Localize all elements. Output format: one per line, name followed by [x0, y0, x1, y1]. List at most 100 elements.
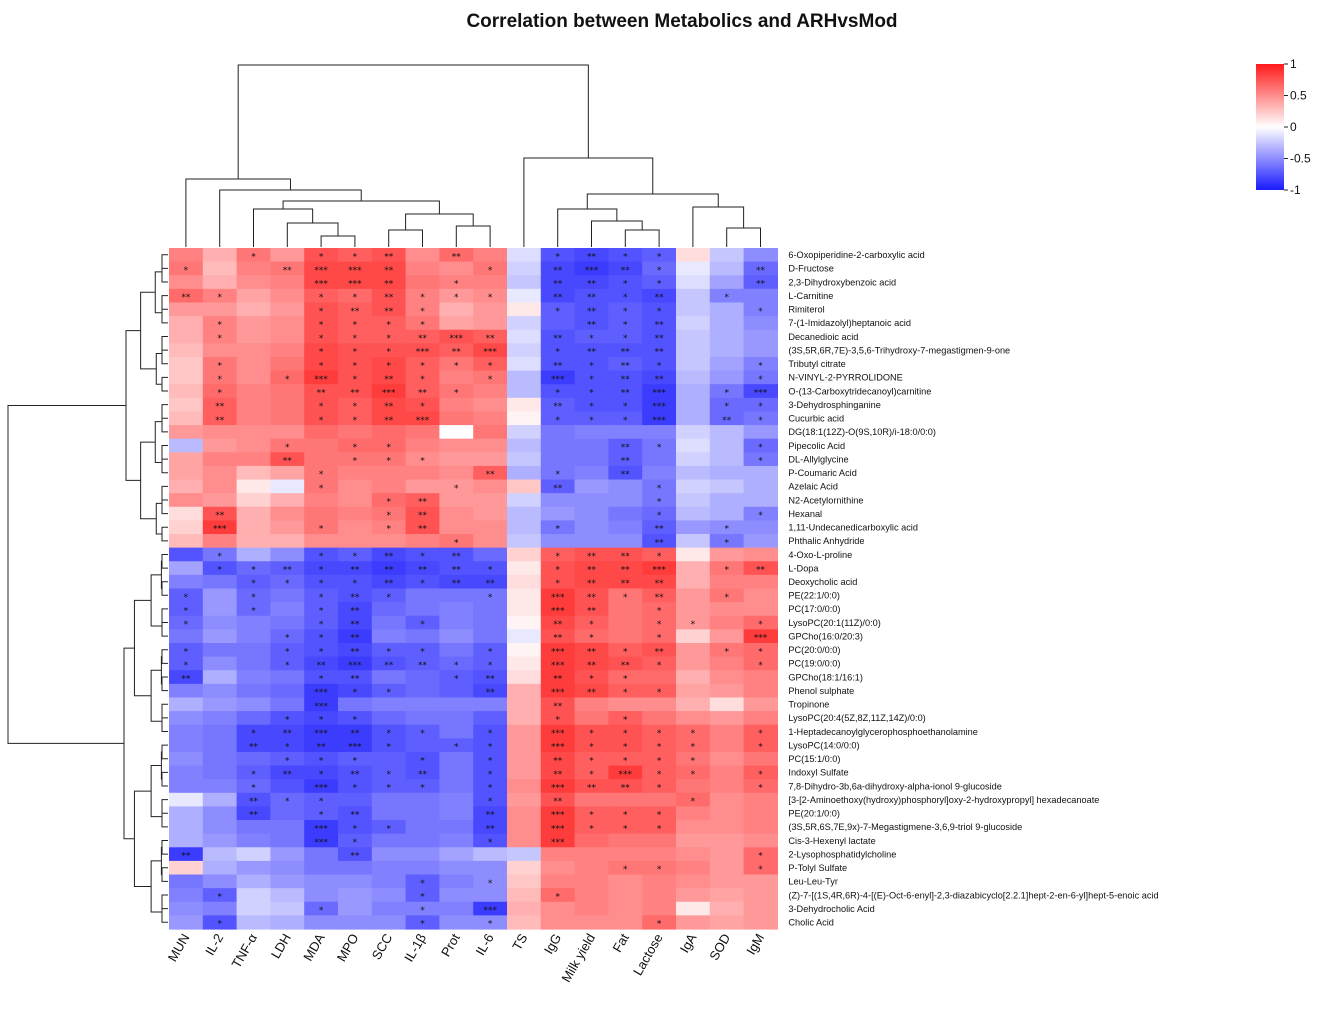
significance-marker: *	[386, 688, 391, 698]
heatmap-cell	[338, 561, 373, 576]
heatmap-cell	[371, 356, 407, 372]
significance-marker: **	[621, 579, 631, 589]
heatmap-cell	[202, 724, 238, 739]
heatmap-cell	[642, 465, 677, 481]
heatmap-cell	[338, 547, 373, 562]
significance-marker: *	[657, 443, 662, 453]
heatmap-cell	[709, 629, 745, 644]
significance-marker: *	[353, 293, 358, 303]
dendrogram-link	[161, 839, 168, 855]
heatmap-cell	[540, 329, 576, 344]
heatmap-cell	[676, 425, 711, 440]
significance-marker: *	[589, 729, 594, 739]
heatmap-cell	[540, 765, 576, 780]
heatmap-cell	[743, 356, 778, 372]
significance-marker: **	[553, 702, 563, 712]
heatmap-cell	[202, 397, 238, 413]
heatmap-cell	[439, 792, 474, 808]
significance-marker: *	[758, 661, 763, 671]
heatmap-cell	[405, 438, 440, 453]
heatmap-cell	[709, 479, 745, 494]
heatmap-cell	[236, 534, 271, 549]
heatmap-cell	[202, 425, 238, 440]
heatmap-cell	[439, 479, 474, 494]
significance-marker: *	[589, 743, 594, 753]
significance-marker: *	[353, 443, 358, 453]
heatmap-cell	[540, 520, 576, 535]
significance-marker: **	[486, 470, 496, 480]
significance-marker: *	[589, 756, 594, 766]
significance-marker: ***	[348, 266, 362, 276]
heatmap-cell	[405, 724, 440, 739]
heatmap-cell	[709, 397, 745, 413]
heatmap-cell	[439, 465, 474, 481]
heatmap-cell	[608, 465, 643, 481]
significance-marker: ***	[652, 416, 666, 426]
heatmap-cell	[507, 642, 542, 658]
heatmap-cell	[743, 547, 778, 562]
significance-marker: ***	[314, 280, 328, 290]
significance-marker: **	[452, 579, 462, 589]
heatmap-cell	[405, 860, 440, 876]
heatmap-cell	[405, 615, 440, 630]
heatmap-cell	[304, 915, 339, 930]
heatmap-cell	[676, 683, 711, 699]
heatmap-cell	[608, 820, 643, 835]
significance-marker: **	[553, 402, 563, 412]
heatmap-cell	[405, 261, 440, 276]
dendrogram-link	[161, 302, 168, 324]
heatmap-cell	[439, 697, 474, 712]
heatmap-cell	[608, 574, 643, 590]
heatmap-cell	[169, 493, 204, 508]
heatmap-cell	[608, 302, 643, 317]
heatmap-cell	[270, 751, 305, 767]
significance-marker: ***	[551, 375, 565, 385]
significance-marker: **	[350, 647, 360, 657]
significance-marker: **	[655, 375, 665, 385]
significance-marker: **	[283, 266, 293, 276]
heatmap-cell	[202, 261, 238, 276]
row-label: Rimiterol	[788, 305, 824, 315]
significance-marker: *	[488, 838, 493, 848]
dendrogram-link	[237, 64, 589, 179]
significance-marker: *	[623, 743, 628, 753]
significance-marker: **	[350, 770, 360, 780]
significance-marker: *	[420, 402, 425, 412]
dendrogram-link	[161, 295, 168, 310]
dendrogram-link	[286, 222, 339, 247]
heatmap-cell	[304, 506, 339, 521]
heatmap-cell	[439, 847, 474, 862]
significance-marker: *	[420, 293, 425, 303]
heatmap-cell	[743, 493, 778, 508]
heatmap-cell	[473, 629, 508, 644]
heatmap-cell	[574, 711, 609, 726]
heatmap-cell	[709, 820, 745, 835]
heatmap-cell	[371, 465, 407, 481]
heatmap-cell	[507, 261, 542, 276]
heatmap-cell	[743, 574, 778, 590]
significance-marker: **	[384, 661, 394, 671]
significance-marker: *	[657, 484, 662, 494]
heatmap-cell	[270, 615, 305, 630]
heatmap-cell	[473, 397, 508, 413]
heatmap-cell	[507, 288, 542, 304]
heatmap-cell	[709, 751, 745, 767]
significance-marker: *	[184, 661, 189, 671]
heatmap-cell	[236, 765, 271, 780]
significance-marker: ***	[652, 402, 666, 412]
heatmap-cell	[574, 697, 609, 712]
heatmap-cell	[709, 615, 745, 630]
row-label: 1,11-Undecanedicarboxylic acid	[788, 523, 918, 533]
dendrogram-link	[405, 213, 474, 230]
heatmap-cell	[540, 547, 576, 562]
heatmap-cell	[507, 738, 542, 753]
significance-marker: **	[587, 552, 597, 562]
heatmap-cell	[371, 901, 407, 916]
significance-marker: ***	[619, 770, 633, 780]
heatmap-cell	[270, 738, 305, 753]
heatmap-cell	[304, 356, 339, 372]
significance-marker: **	[350, 634, 360, 644]
heatmap-cell	[642, 248, 677, 263]
heatmap-cell	[439, 670, 474, 685]
